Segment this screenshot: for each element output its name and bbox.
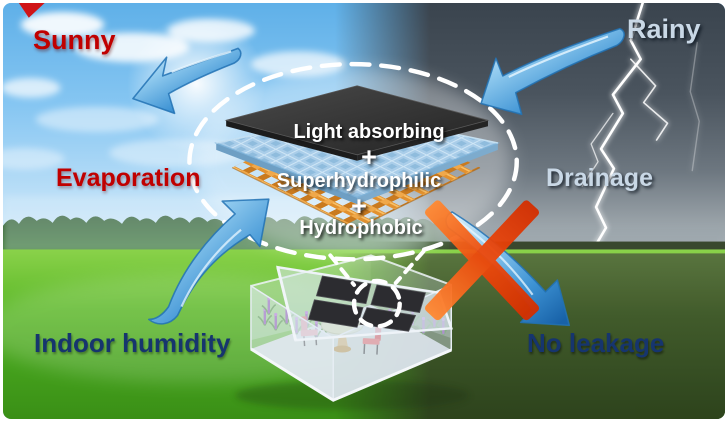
material-stack <box>214 85 500 230</box>
zoom-callout <box>187 61 519 329</box>
lightning-icon <box>581 3 700 259</box>
zoom-callout-circle <box>351 278 402 329</box>
x-mark-icon <box>425 200 540 321</box>
zoom-callout-ellipse <box>187 61 519 262</box>
light-absorbing-layer <box>224 85 490 161</box>
corner-accent <box>18 3 45 18</box>
greenhouse <box>3 3 470 411</box>
schematic-canvas <box>3 3 725 419</box>
water-arrow-rain-icon <box>480 27 625 116</box>
greenhouse-roof-lid <box>276 265 453 342</box>
schematic-scene: Sunny Rainy Evaporation Drainage Indoor … <box>3 3 725 419</box>
